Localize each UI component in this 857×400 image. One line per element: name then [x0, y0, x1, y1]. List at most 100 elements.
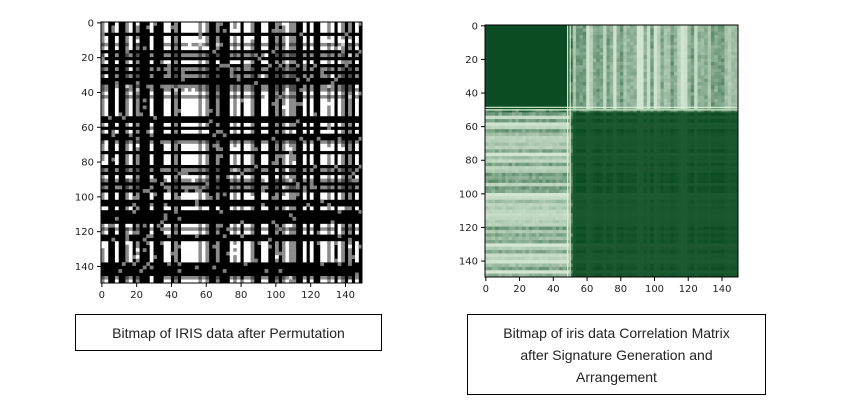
correlation-matrix-cell — [576, 72, 580, 76]
correlation-matrix-cell — [714, 145, 719, 150]
permutation-bitmap-cell — [337, 35, 342, 40]
correlation-matrix-cell — [619, 109, 624, 113]
correlation-matrix-cell — [525, 122, 530, 127]
correlation-matrix-cell — [731, 122, 735, 127]
correlation-matrix-cell — [532, 142, 536, 147]
correlation-matrix-cell — [646, 65, 651, 69]
permutation-bitmap-cell — [181, 70, 185, 75]
correlation-matrix-cell — [518, 149, 523, 153]
correlation-matrix-cell — [515, 142, 520, 147]
correlation-matrix-cell — [707, 65, 712, 69]
correlation-matrix-cell — [511, 31, 516, 36]
correlation-matrix-cell — [576, 35, 580, 39]
permutation-bitmap-cell — [194, 28, 199, 33]
permutation-bitmap-cell — [288, 178, 293, 183]
correlation-matrix-cell — [653, 98, 658, 103]
correlation-matrix-cell — [511, 41, 516, 46]
correlation-matrix-cell — [613, 75, 617, 80]
correlation-matrix-cell — [508, 35, 513, 39]
permutation-bitmap-cell — [323, 102, 328, 106]
permutation-bitmap-cell — [229, 223, 234, 228]
permutation-bitmap-cell — [337, 248, 342, 252]
permutation-bitmap-cell — [146, 25, 151, 30]
correlation-matrix-cell — [694, 72, 698, 76]
correlation-matrix-cell — [511, 145, 516, 150]
correlation-matrix-cell — [599, 125, 604, 130]
permutation-bitmap-cell — [330, 60, 335, 65]
permutation-bitmap-cell — [309, 241, 314, 246]
correlation-matrix-cell — [684, 61, 688, 66]
correlation-matrix-cell — [633, 58, 638, 63]
correlation-matrix-cell — [586, 145, 590, 150]
permutation-bitmap-cell — [181, 112, 185, 117]
correlation-matrix-cell — [596, 78, 600, 83]
correlation-matrix-cell — [525, 119, 530, 123]
correlation-matrix-cell — [619, 55, 624, 59]
permutation-bitmap-cell — [261, 102, 265, 106]
permutation-bitmap-cell — [198, 192, 203, 197]
correlation-matrix-cell — [609, 78, 614, 83]
correlation-matrix-cell — [657, 122, 661, 127]
correlation-matrix-cell — [555, 145, 560, 150]
permutation-bitmap-cell — [288, 143, 293, 148]
permutation-bitmap-cell — [337, 168, 342, 172]
permutation-bitmap-cell — [250, 25, 255, 30]
permutation-bitmap-cell — [146, 129, 151, 134]
correlation-matrix-cell — [616, 122, 621, 127]
permutation-bitmap-cell — [128, 241, 133, 246]
permutation-bitmap-cell — [348, 258, 352, 263]
correlation-matrix-cell — [528, 149, 533, 153]
correlation-matrix-cell — [626, 55, 631, 59]
correlation-matrix-cell — [572, 112, 577, 117]
permutation-bitmap-cell — [181, 22, 185, 26]
permutation-bitmap-cell — [135, 175, 140, 179]
correlation-matrix-cell — [660, 129, 665, 133]
permutation-bitmap-cell — [285, 178, 290, 183]
permutation-bitmap-cell — [281, 39, 286, 44]
correlation-matrix-cell — [680, 125, 685, 130]
permutation-bitmap-cell — [201, 60, 206, 65]
correlation-matrix-cell — [687, 135, 692, 140]
correlation-matrix-cell — [636, 95, 641, 100]
permutation-bitmap-cell — [167, 67, 171, 72]
permutation-bitmap-cell — [327, 122, 331, 127]
correlation-matrix-cell — [599, 68, 604, 73]
permutation-bitmap-cell — [233, 22, 238, 26]
permutation-bitmap-cell — [341, 49, 345, 54]
permutation-bitmap-cell — [337, 39, 342, 44]
correlation-matrix-cell — [589, 61, 594, 66]
correlation-matrix-cell — [511, 61, 516, 66]
permutation-bitmap-cell — [215, 255, 220, 259]
permutation-bitmap-cell — [201, 168, 206, 172]
permutation-bitmap-cell — [104, 196, 109, 200]
correlation-matrix-cell — [677, 58, 681, 63]
permutation-bitmap-cell — [149, 60, 154, 65]
correlation-matrix-cell — [596, 132, 600, 137]
permutation-bitmap-cell — [236, 227, 241, 232]
correlation-matrix-cell — [491, 112, 496, 117]
correlation-matrix-cell — [542, 25, 547, 29]
correlation-matrix-cell — [508, 132, 513, 137]
correlation-matrix-cell — [717, 145, 722, 150]
permutation-bitmap-cell — [184, 42, 189, 47]
correlation-matrix-cell — [525, 55, 530, 59]
correlation-matrix-cell — [721, 145, 725, 150]
correlation-matrix-cell — [606, 129, 611, 133]
permutation-bitmap-cell — [188, 112, 192, 117]
correlation-matrix-cell — [495, 142, 499, 147]
correlation-matrix-cell — [532, 139, 536, 143]
permutation-bitmap-cell — [320, 244, 325, 249]
correlation-matrix-cell — [603, 48, 607, 53]
correlation-matrix-cell — [727, 95, 732, 100]
correlation-matrix-cell — [704, 38, 708, 43]
correlation-matrix-cell — [572, 48, 577, 53]
permutation-bitmap-cell — [309, 88, 314, 92]
permutation-bitmap-cell — [104, 241, 109, 246]
correlation-matrix-cell — [680, 102, 685, 106]
permutation-bitmap-cell — [174, 178, 178, 183]
correlation-matrix-cell — [643, 122, 648, 127]
correlation-matrix-cell — [582, 122, 587, 127]
correlation-matrix-cell — [636, 119, 641, 123]
correlation-matrix-cell — [731, 112, 735, 117]
correlation-matrix-cell — [613, 122, 617, 127]
